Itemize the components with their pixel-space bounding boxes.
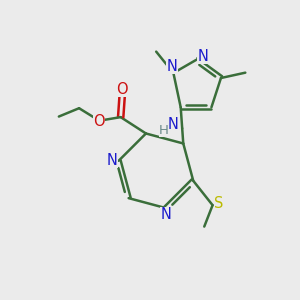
Text: N: N [197, 49, 208, 64]
Text: O: O [93, 114, 104, 129]
Text: S: S [214, 196, 224, 211]
Text: N: N [167, 117, 178, 132]
Text: H: H [159, 124, 169, 137]
Text: N: N [160, 207, 171, 222]
Text: N: N [106, 153, 118, 168]
Text: N: N [167, 59, 177, 74]
Text: O: O [116, 82, 128, 97]
